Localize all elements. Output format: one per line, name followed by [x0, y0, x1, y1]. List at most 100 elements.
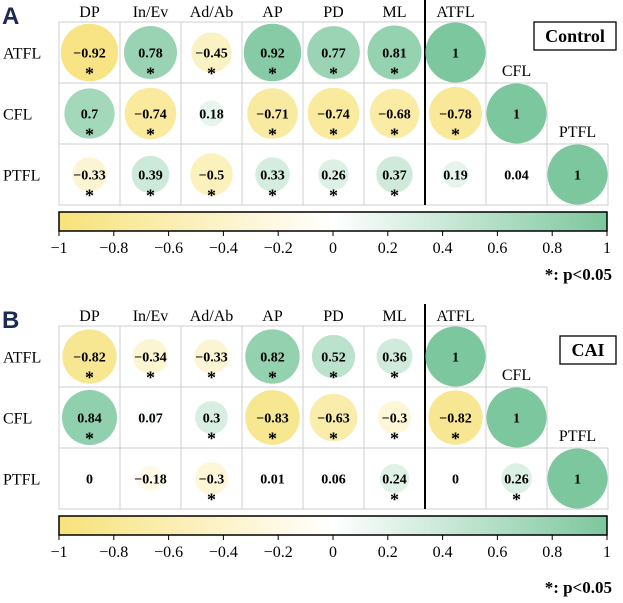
correlation-value: 0 — [452, 473, 459, 488]
correlation-value: 0.18 — [199, 108, 224, 123]
correlation-value: 0.84 — [77, 412, 102, 427]
group-box: CAI — [559, 335, 617, 365]
correlation-circle — [326, 471, 341, 486]
correlation-value: 0.81 — [382, 47, 407, 62]
colorbar-tick-label: −0.6 — [154, 544, 183, 561]
colorbar-tick-label: −1 — [50, 240, 67, 257]
significance-star: * — [329, 429, 338, 449]
group-box: Control — [533, 21, 617, 51]
correlation-circle — [547, 144, 608, 205]
significance-star: * — [390, 186, 399, 206]
significance-star: * — [146, 186, 155, 206]
significance-star: * — [268, 368, 277, 388]
correlation-value: −0.3 — [199, 473, 224, 488]
column-label: ML — [383, 308, 407, 325]
column-label: ATFL — [436, 308, 474, 325]
correlation-circle — [245, 390, 300, 445]
colorbar: −1 −0.8 −0.6 −0.4 −0.2 0 0.2 0.4 0.6 0.8 1 — [50, 211, 611, 257]
colorbar-tick-label: −0.2 — [264, 544, 293, 561]
grid-cell — [546, 447, 609, 510]
colorbar-tick-label: 0.2 — [378, 240, 398, 257]
column-label: Ad/Ab — [190, 4, 234, 21]
colorbar-tick-label: 0.8 — [542, 240, 562, 257]
significance-star: * — [390, 429, 399, 449]
colorbar-tick-label: 0.6 — [487, 240, 507, 257]
correlation-value: 0.07 — [138, 412, 163, 427]
correlation-circle — [60, 23, 119, 82]
correlation-circle — [198, 100, 225, 127]
correlation-circle — [367, 25, 422, 80]
correlation-value: −0.82 — [73, 351, 105, 366]
correlation-circle — [379, 463, 410, 494]
colorbar-tick-label: −1 — [50, 544, 67, 561]
significance-star: * — [85, 429, 94, 449]
row-label: CFL — [3, 411, 32, 428]
diagonal-label: PTFL — [559, 428, 596, 445]
labels: DP In/Ev Ad/Ab AP PD ML ATFL ATFL CFL PTFL CFL PTFL — [3, 308, 596, 489]
correlation-value: −0.3 — [382, 412, 407, 427]
significance-star: * — [268, 186, 277, 206]
significance-star: * — [85, 368, 94, 388]
correlation-circle — [376, 156, 413, 193]
significance-note: *: p<0.05 — [545, 578, 612, 597]
colorbar-tick-label: 0.8 — [542, 544, 562, 561]
labels: DP In/Ev Ad/Ab AP PD ML ATFL ATFL CFL PTFL CFL PTFL — [3, 4, 596, 185]
colorbar-tick-label: −0.6 — [154, 240, 183, 257]
significance-note: *: p<0.05 — [545, 265, 612, 284]
correlation-value: 1 — [452, 351, 459, 366]
significance-star: * — [390, 490, 399, 510]
correlation-value: 0.33 — [260, 169, 285, 184]
diagonal-label: PTFL — [559, 124, 596, 141]
colorbar-tick-label: 0.2 — [378, 544, 398, 561]
correlation-circle — [142, 409, 159, 426]
significance-star: * — [329, 368, 338, 388]
correlation-circle — [369, 88, 420, 139]
colorbar-gradient — [58, 211, 608, 232]
colorbar-gradient — [58, 515, 608, 536]
correlation-value: 0.24 — [382, 473, 407, 488]
column-label: ML — [383, 4, 407, 21]
correlation-value: −0.92 — [73, 47, 105, 62]
correlation-value: −0.71 — [256, 108, 288, 123]
colorbar-tick-label: −0.4 — [209, 544, 238, 561]
significance-star: * — [329, 64, 338, 84]
colorbar-tick-label: 1 — [603, 544, 611, 561]
column-label: PD — [323, 4, 343, 21]
correlation-circle — [195, 401, 228, 434]
colorbar-tick-label: 0.4 — [433, 240, 453, 257]
significance-star: * — [85, 64, 94, 84]
panel-control: A −0.92*0.78*−0.45*0.92*0.77*0.81*10.7*−… — [2, 0, 617, 284]
correlation-circle — [247, 88, 298, 139]
column-label: In/Ev — [133, 308, 169, 325]
group-label: Control — [545, 26, 605, 46]
significance-star: * — [329, 186, 338, 206]
significance-star: * — [451, 125, 460, 145]
correlation-circle — [243, 23, 302, 82]
correlation-circle — [428, 390, 483, 445]
significance-star: * — [85, 125, 94, 145]
correlation-value: −0.74 — [317, 108, 349, 123]
colorbar-tick-label: 0 — [329, 240, 337, 257]
column-label: DP — [79, 4, 100, 21]
correlation-value: 0.26 — [504, 473, 529, 488]
column-label: AP — [262, 4, 283, 21]
correlation-circle — [72, 157, 107, 192]
correlation-circle — [190, 153, 233, 196]
correlation-value: 0.36 — [382, 351, 407, 366]
significance-star: * — [390, 125, 399, 145]
row-label: ATFL — [3, 46, 41, 63]
column-label: DP — [79, 308, 100, 325]
significance-star: * — [390, 368, 399, 388]
correlation-value: −0.78 — [439, 108, 471, 123]
correlation-value: 1 — [574, 473, 581, 488]
cells: −0.82 * −0.34 * −0.33 * 0.82 * 0.52 * 0.36 * 1 0.84 * 0… — [62, 326, 608, 510]
correlation-circle — [309, 393, 358, 442]
correlation-value: −0.34 — [134, 351, 166, 366]
correlation-circle — [510, 168, 523, 181]
correlation-value: −0.82 — [439, 412, 471, 427]
row-label: PTFL — [3, 472, 40, 489]
column-label: ATFL — [436, 4, 474, 21]
colorbar-tick-label: −0.8 — [99, 544, 128, 561]
correlation-circle — [442, 161, 469, 188]
column-label: AP — [262, 308, 283, 325]
